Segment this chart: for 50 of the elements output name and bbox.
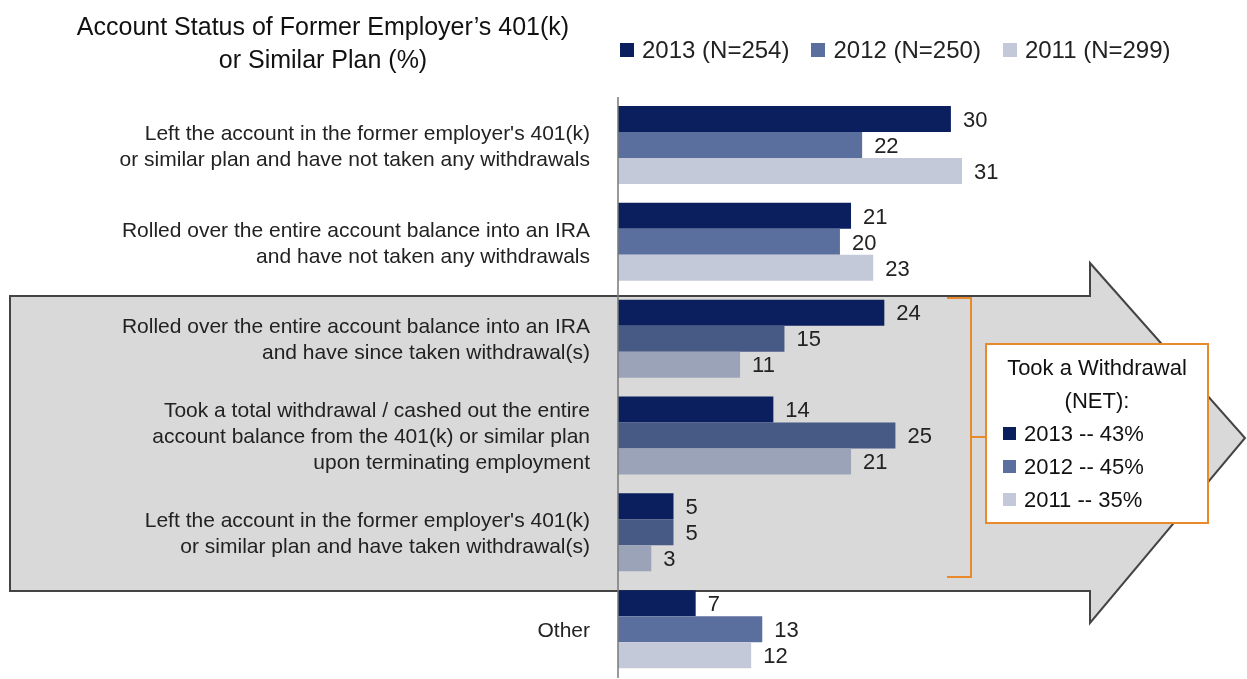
legend-label: 2011 (N=299) — [1024, 36, 1171, 64]
bar — [618, 158, 962, 184]
text: Account Status of Former Employer’s 401(k) or Similar Plan (%) — [75, 11, 571, 75]
y-tick-label: Rolled over the entire account balance into an IRA and have since taken withdrawal(s) — [121, 314, 590, 364]
data-label: 30 — [962, 106, 988, 132]
y-tick-label: Left the account in the former employer's 401(k) or similar plan and have not taken any withdrawals — [119, 120, 590, 170]
data-label: 5 — [685, 520, 698, 546]
data-label: 14 — [785, 397, 810, 423]
data-label: 7 — [707, 590, 720, 616]
bar — [618, 396, 774, 423]
data-label: 23 — [885, 255, 910, 281]
data-label: 3 — [663, 546, 676, 572]
bar — [618, 616, 763, 643]
bar — [618, 545, 652, 572]
text: 2012 -- 45% — [1024, 453, 1144, 481]
bar — [618, 351, 741, 378]
bar — [618, 325, 785, 352]
data-label: 5 — [685, 494, 698, 520]
text: 2013 -- 43% — [1024, 420, 1144, 448]
data-label: 24 — [896, 300, 921, 326]
bar — [618, 590, 696, 617]
text: Took a Withdrawal (NET): — [1006, 354, 1188, 415]
data-label: 12 — [763, 642, 788, 668]
bar — [618, 519, 674, 546]
data-label: 15 — [796, 326, 821, 352]
y-tick-label: Rolled over the entire account balance into an IRA and have not taken any withdrawals — [121, 217, 590, 267]
bar — [618, 493, 674, 520]
data-label: 21 — [863, 203, 888, 229]
bar — [618, 642, 752, 669]
bar — [618, 202, 852, 229]
legend-label: 2012 (N=250) — [833, 36, 981, 64]
text: 2011 -- 35% — [1024, 486, 1143, 514]
data-label: 21 — [863, 449, 888, 475]
bar — [618, 132, 863, 158]
bar — [618, 254, 874, 281]
bar — [618, 299, 885, 326]
bar — [618, 106, 951, 132]
y-tick-label: Took a total withdrawal / cashed out the entire account balance from the 401(k) or similar plan upon terminating employment — [152, 398, 591, 474]
data-label: 11 — [752, 352, 775, 378]
data-label: 31 — [974, 158, 999, 184]
y-tick-label: Left the account in the former employer's 401(k) or similar plan and have taken withdrawal(s) — [144, 508, 590, 558]
y-tick-label: Other — [537, 617, 590, 641]
data-label: 20 — [851, 229, 877, 255]
data-label: 13 — [774, 616, 799, 642]
bar — [618, 228, 840, 255]
data-label: 25 — [907, 423, 932, 449]
bar — [618, 422, 896, 449]
bar — [618, 448, 852, 475]
legend-label: 2013 (N=254) — [642, 36, 790, 64]
data-label: 22 — [874, 132, 899, 158]
